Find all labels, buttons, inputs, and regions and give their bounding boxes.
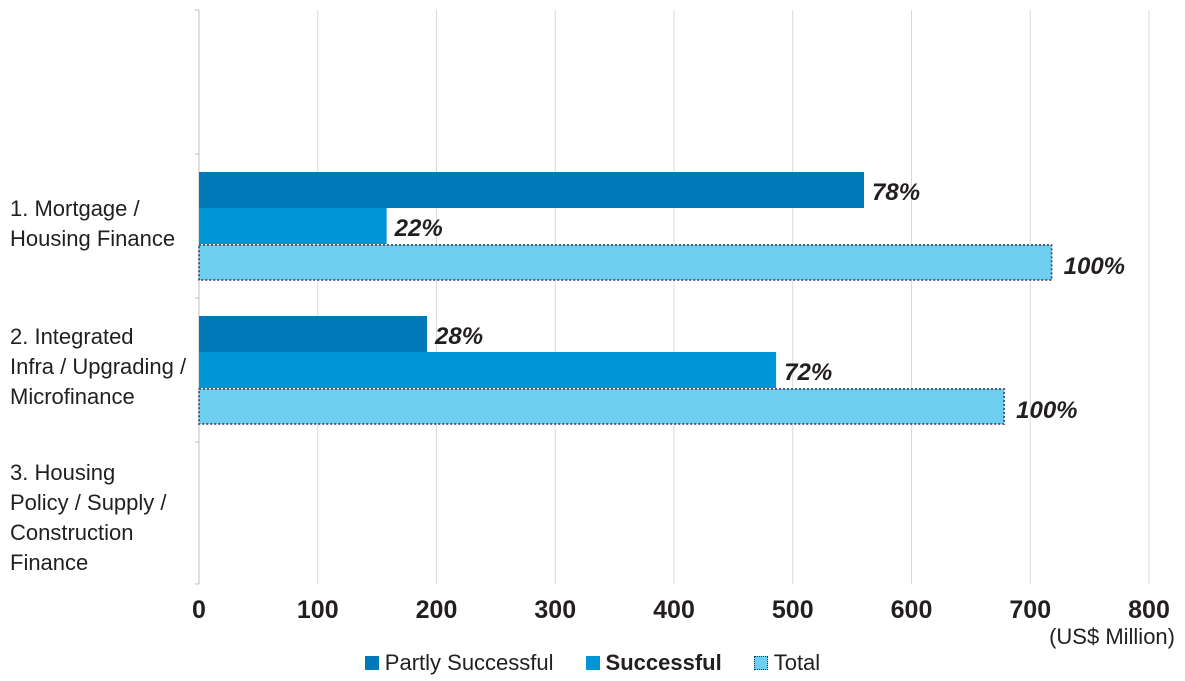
legend-swatch-successful — [585, 656, 600, 670]
x-tick-label: 400 — [653, 596, 695, 624]
x-tick-label: 100 — [297, 596, 339, 624]
x-tick-label: 700 — [1009, 596, 1051, 624]
x-tick-label: 800 — [1128, 596, 1170, 624]
legend-item-successful: Successful — [585, 650, 722, 676]
category-label-line: Microfinance — [10, 384, 135, 409]
legend-label: Total — [773, 650, 821, 675]
data-label: 22% — [394, 215, 443, 242]
category-label-line: 3. Housing — [10, 460, 116, 485]
legend-swatch-total — [753, 656, 768, 670]
data-label: 100% — [1064, 253, 1125, 280]
bar-partly-successful — [199, 316, 427, 352]
data-label: 28% — [434, 323, 483, 350]
grid-lines — [317, 10, 1150, 584]
x-axis-unit: (US$ Million) — [1049, 624, 1175, 649]
legend-swatch-partly-successful — [364, 656, 379, 670]
bar-total — [198, 388, 1005, 425]
bar-total — [198, 244, 1053, 281]
y-axis — [195, 9, 200, 585]
category-label-line: Construction — [10, 520, 134, 545]
bar-successful — [199, 208, 387, 244]
category-label-line: Finance — [10, 550, 89, 575]
category-label: 1. Mortgage / Housing Finance — [10, 194, 175, 254]
x-tick-label: 500 — [772, 596, 814, 624]
data-label: 100% — [1016, 397, 1077, 424]
legend-item-partly-successful: Partly Successful — [364, 650, 554, 676]
legend-item-total: Total — [753, 650, 821, 676]
category-label-line: Housing Finance — [10, 226, 176, 251]
category-label: 3. Housing Policy / Supply / Construction F… — [10, 458, 167, 578]
bar-successful — [199, 352, 777, 388]
bar-partly-successful — [199, 172, 864, 208]
bars — [198, 172, 1053, 425]
bar-labels: 78% 28% 22% 72% 100% 100% — [394, 179, 1125, 424]
legend-label: Successful — [605, 650, 722, 675]
category-label-line: 1. Mortgage / — [10, 196, 140, 221]
legend-label: Partly Successful — [384, 650, 554, 675]
category-label: 2. Integrated Infra / Upgrading / Microfin… — [10, 322, 186, 412]
x-tick-label: 0 — [192, 596, 206, 624]
legend: Partly Successful Successful Total — [0, 648, 1185, 678]
category-label-line: Policy / Supply / — [10, 490, 167, 515]
category-label-line: Infra / Upgrading / — [10, 354, 187, 379]
data-label: 78% — [872, 179, 920, 206]
x-tick-label: 300 — [534, 596, 576, 624]
data-label: 72% — [784, 359, 832, 386]
x-tick-label: 600 — [891, 596, 933, 624]
x-tick-label: 200 — [416, 596, 458, 624]
x-tick-labels: 0 100 200 300 400 500 600 700 800 — [192, 596, 1170, 624]
category-label-line: 2. Integrated — [10, 324, 134, 349]
